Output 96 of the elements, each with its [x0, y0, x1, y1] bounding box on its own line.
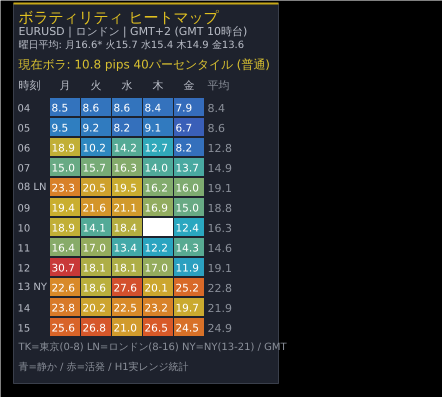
chart-title: ボラティリティ ヒートマップ [18, 8, 220, 26]
text: 青=静か / 赤=活発 / H1実レンジ統計 [18, 361, 189, 373]
data-label: 9.1 [144, 122, 162, 134]
data-label: 14.3 [176, 242, 199, 254]
y2-tick-label: 22.8 [208, 282, 232, 295]
x-tick-label: 金 [184, 79, 194, 92]
data-label: 16.3 [114, 162, 137, 174]
data-label: 25.2 [176, 282, 199, 294]
data-label: 18.4 [114, 222, 138, 234]
data-label: 19.4 [52, 202, 76, 214]
data-label: 21.6 [82, 202, 106, 214]
data-label: 10.2 [82, 142, 106, 154]
data-label: 17.0 [144, 262, 168, 274]
data-label: 8.2 [176, 142, 192, 154]
data-label: 18.9 [52, 142, 75, 154]
data-label: 24.5 [176, 322, 199, 334]
data-label: 22.5 [114, 302, 137, 314]
y2-axis-title: 平均 [208, 79, 230, 92]
chart-subtitle: EURUSD | ロンドン | GMT+2 (GMT 10時台) [18, 25, 248, 38]
y-axis-title: 時刻 [18, 79, 40, 92]
data-label: 13.7 [176, 162, 199, 174]
y-tick-label: 09 [18, 204, 30, 214]
data-label: 23.2 [144, 302, 168, 314]
data-label: 12.4 [176, 222, 200, 234]
data-label: 8.2 [114, 122, 130, 134]
data-label: 26.8 [82, 322, 106, 334]
y-tick-label: 12 [18, 264, 30, 274]
data-label: 21.1 [114, 202, 137, 214]
data-label: 8.6 [82, 102, 100, 114]
y-tick-label: 11 [18, 244, 30, 254]
data-label: 16.4 [52, 242, 76, 254]
data-label: 7.9 [176, 102, 192, 114]
data-label: 25.6 [52, 322, 76, 334]
data-label: 8.5 [52, 102, 68, 114]
x-tick-label: 月 [60, 79, 70, 92]
data-label: 20.1 [144, 282, 168, 294]
y2-tick-label: 18.8 [208, 202, 232, 215]
data-label: 27.6 [114, 282, 138, 294]
data-label: 12.7 [144, 142, 168, 154]
data-label: 13.4 [114, 242, 138, 254]
y-tick-label: 06 [18, 144, 30, 154]
x-tick-label: 木 [152, 79, 164, 92]
data-label: 16.9 [144, 202, 168, 214]
y2-tick-label: 21.9 [208, 302, 232, 315]
y2-tick-label: 14.6 [208, 242, 232, 255]
data-label: 19.7 [176, 302, 199, 314]
data-label: 30.7 [52, 262, 75, 274]
data-label: 19.5 [114, 182, 137, 194]
data-label: 18.6 [82, 282, 106, 294]
data-label: 21.0 [114, 322, 137, 334]
data-label: 14.0 [144, 162, 168, 174]
y2-tick-label: 12.8 [208, 142, 232, 155]
y2-tick-label: 14.9 [208, 162, 232, 175]
data-label: 26.5 [144, 322, 168, 334]
data-label: 20.2 [82, 302, 106, 314]
data-label: 18.9 [52, 222, 75, 234]
data-label: 8.4 [144, 102, 162, 114]
data-label: 16.0 [176, 182, 199, 194]
y2-tick-label: 19.1 [208, 182, 232, 195]
text: 曜日平均: 月16.6* 火15.7 水15.4 木14.9 金13.6 [18, 39, 244, 51]
data-label: 11.9 [176, 262, 199, 274]
data-label: 15.7 [82, 162, 106, 174]
data-label: 23.3 [52, 182, 75, 194]
y-tick-label: 13 NY [18, 282, 48, 293]
y2-tick-label: 16.3 [208, 222, 232, 235]
y2-tick-label: 8.6 [208, 122, 225, 135]
y2-tick-label: 8.4 [208, 102, 225, 115]
data-label: 15.0 [176, 202, 199, 214]
y-tick-label: 10 [18, 224, 30, 234]
data-label: 18.1 [114, 262, 137, 274]
text: TK=東京(0-8) LN=ロンドン(8-16) NY=NY(13-21) / GMT [18, 341, 288, 353]
data-label: 23.8 [52, 302, 75, 314]
x-tick-label: 水 [122, 79, 132, 92]
data-label: 17.0 [82, 242, 106, 254]
text: 現在ボラ: 10.8 pips 40パーセンタイル (普通) [18, 58, 270, 72]
data-label: 15.0 [52, 162, 75, 174]
y-tick-label: 07 [18, 164, 30, 174]
data-label: 6.7 [176, 122, 192, 134]
y-tick-label: 14 [18, 304, 30, 314]
data-label: 12.2 [144, 242, 168, 254]
x-tick-label: 火 [90, 79, 102, 92]
y-tick-label: 04 [18, 104, 30, 114]
data-label: 14.1 [82, 222, 106, 234]
data-label: 20.5 [82, 182, 106, 194]
y-tick-label: 08 LN [18, 182, 46, 193]
data-label: 8.6 [114, 102, 131, 114]
y-tick-label: 15 [18, 324, 30, 334]
data-label: 9.2 [82, 122, 100, 134]
data-label: 22.6 [52, 282, 76, 294]
y2-tick-label: 19.1 [208, 262, 232, 275]
y2-tick-label: 24.9 [208, 322, 232, 335]
data-label: 9.5 [52, 122, 68, 134]
data-label: 18.1 [82, 262, 106, 274]
data-label: 14.2 [114, 142, 137, 154]
y-tick-label: 05 [18, 124, 30, 134]
data-label: 16.2 [144, 182, 168, 194]
